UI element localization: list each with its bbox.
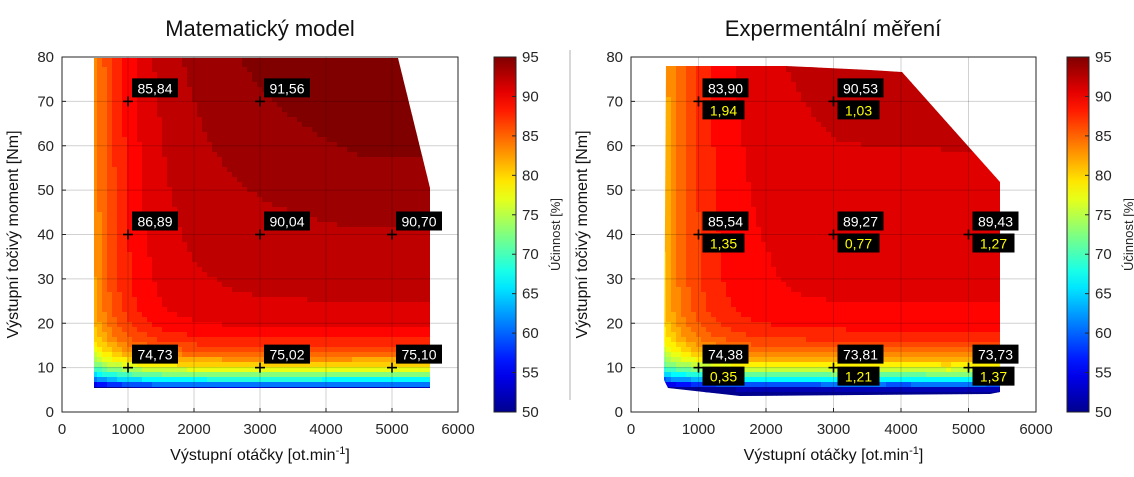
colorbar-tick-label: 80 — [522, 167, 539, 184]
x-axis-label: Výstupní otáčky [ot.min-1] — [170, 445, 350, 464]
y-tick-label: 0 — [615, 404, 623, 421]
y-tick-label: 10 — [606, 360, 623, 377]
colorbar — [494, 57, 516, 412]
value-label: 90,70 — [401, 214, 436, 230]
deviation-label: 1,03 — [845, 102, 872, 118]
deviation-label: 0,35 — [710, 369, 737, 385]
chart-title: Matematický model — [165, 16, 355, 41]
value-label: 74,38 — [708, 347, 743, 363]
y-tick-label: 80 — [606, 49, 623, 66]
y-tick-label: 30 — [37, 271, 54, 288]
y-tick-label: 70 — [606, 93, 623, 110]
value-label: 73,81 — [843, 347, 878, 363]
value-label: 90,53 — [843, 80, 878, 96]
x-tick-label: 5000 — [375, 421, 408, 438]
colorbar-tick-label: 70 — [1095, 246, 1112, 263]
y-tick-label: 70 — [37, 93, 54, 110]
deviation-label: 1,27 — [980, 236, 1007, 252]
colorbar-tick-label: 55 — [522, 365, 539, 382]
colorbar-tick-label: 60 — [1095, 325, 1112, 342]
value-label: 75,10 — [401, 347, 436, 363]
value-label: 86,89 — [137, 214, 172, 230]
x-tick-label: 6000 — [441, 421, 474, 438]
y-tick-label: 30 — [606, 271, 623, 288]
x-tick-label: 2000 — [177, 421, 210, 438]
colorbar — [1067, 57, 1089, 412]
colorbar-label: Účinnost [%] — [1121, 198, 1134, 271]
y-tick-label: 60 — [606, 138, 623, 155]
y-tick-label: 40 — [37, 227, 54, 244]
y-tick-label: 50 — [37, 182, 54, 199]
colorbar-tick-label: 60 — [522, 325, 539, 342]
value-label: 74,73 — [137, 347, 172, 363]
x-tick-label: 3000 — [817, 421, 850, 438]
colorbar-tick-label: 50 — [522, 404, 539, 421]
y-tick-label: 20 — [606, 315, 623, 332]
value-label: 85,84 — [137, 80, 172, 96]
colorbar-tick-label: 85 — [522, 128, 539, 145]
colorbar-tick-label: 95 — [1095, 49, 1112, 66]
colorbar-tick-label: 65 — [1095, 286, 1112, 303]
value-label: 90,04 — [269, 214, 304, 230]
x-tick-label: 1000 — [111, 421, 144, 438]
colorbar-tick-label: 95 — [522, 49, 539, 66]
y-tick-label: 40 — [606, 227, 623, 244]
x-tick-label: 2000 — [749, 421, 782, 438]
y-axis-label: Výstupní točivý moment [Nm] — [5, 130, 22, 338]
value-label: 75,02 — [269, 347, 304, 363]
x-tick-label: 1000 — [682, 421, 715, 438]
x-tick-label: 3000 — [243, 421, 276, 438]
colorbar-tick-label: 90 — [1095, 88, 1112, 105]
x-tick-label: 4000 — [884, 421, 917, 438]
deviation-label: 1,37 — [980, 369, 1007, 385]
y-tick-label: 80 — [37, 49, 54, 66]
y-tick-label: 10 — [37, 360, 54, 377]
colorbar-tick-label: 90 — [522, 88, 539, 105]
colorbar-tick-label: 85 — [1095, 128, 1112, 145]
x-tick-label: 0 — [627, 421, 635, 438]
x-tick-label: 6000 — [1019, 421, 1052, 438]
chart-title: Expermentální měření — [725, 16, 941, 41]
y-tick-label: 0 — [46, 404, 54, 421]
deviation-label: 1,35 — [710, 236, 737, 252]
value-label: 83,90 — [708, 80, 743, 96]
value-label: 89,27 — [843, 214, 878, 230]
value-label: 85,54 — [708, 214, 743, 230]
deviation-label: 1,21 — [845, 369, 872, 385]
colorbar-tick-label: 70 — [522, 246, 539, 263]
colorbar-tick-label: 65 — [522, 286, 539, 303]
y-tick-label: 60 — [37, 138, 54, 155]
value-label: 73,73 — [978, 347, 1013, 363]
colorbar-label: Účinnost [%] — [548, 198, 563, 271]
value-label: 91,56 — [269, 80, 304, 96]
y-tick-label: 50 — [606, 182, 623, 199]
deviation-label: 1,94 — [710, 102, 737, 118]
value-label: 89,43 — [978, 214, 1013, 230]
colorbar-tick-label: 75 — [522, 207, 539, 224]
x-tick-label: 5000 — [952, 421, 985, 438]
colorbar-tick-label: 80 — [1095, 167, 1112, 184]
deviation-label: 0,77 — [845, 236, 872, 252]
colorbar-tick-label: 75 — [1095, 207, 1112, 224]
x-axis-label: Výstupní otáčky [ot.min-1] — [744, 445, 924, 464]
x-tick-label: 4000 — [309, 421, 342, 438]
y-axis-label: Výstupní točivý moment [Nm] — [574, 130, 591, 338]
x-tick-label: 0 — [58, 421, 66, 438]
y-tick-label: 20 — [37, 315, 54, 332]
colorbar-tick-label: 55 — [1095, 365, 1112, 382]
colorbar-tick-label: 50 — [1095, 404, 1112, 421]
